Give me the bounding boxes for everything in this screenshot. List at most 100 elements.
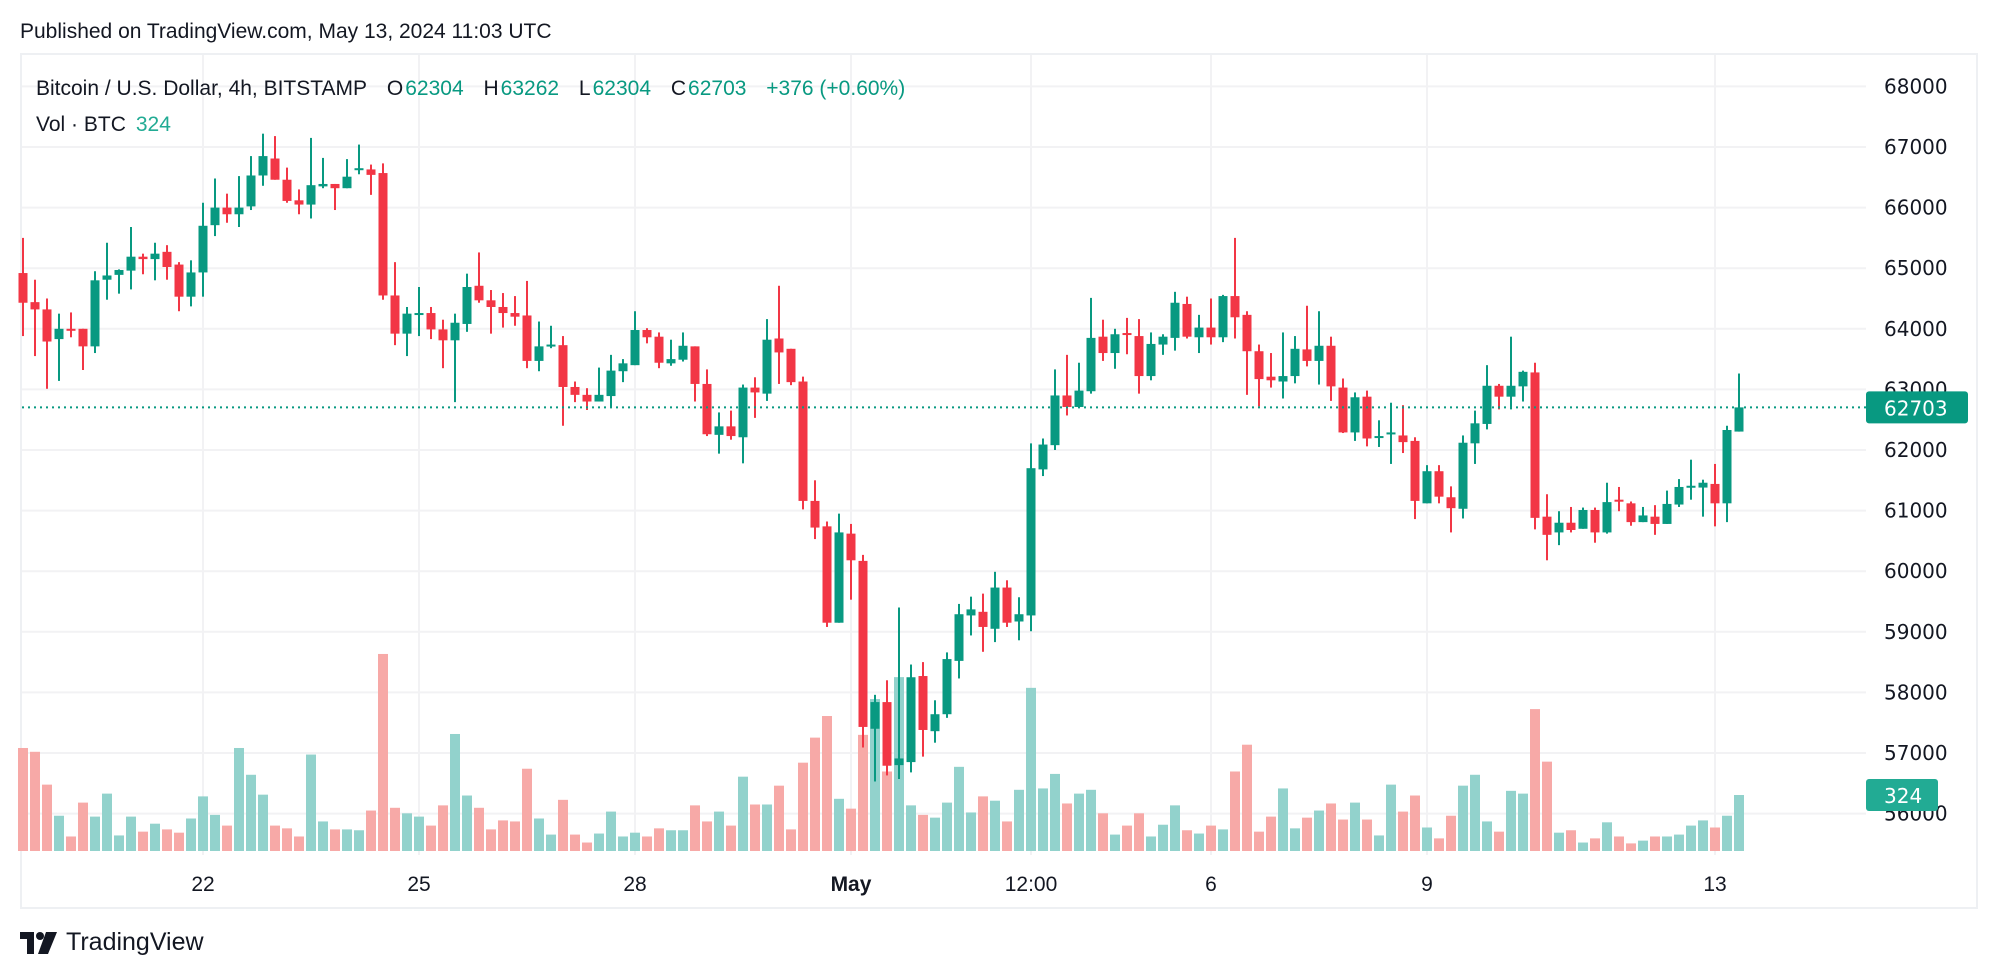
volume-bar: [1614, 836, 1624, 851]
volume-bar: [1266, 816, 1276, 851]
candle-body: [558, 345, 568, 387]
candle-body: [1110, 334, 1120, 354]
candle: [1182, 296, 1192, 339]
candle: [1662, 490, 1672, 524]
candle: [798, 376, 808, 510]
symbol-title[interactable]: Bitcoin / U.S. Dollar, 4h, BITSTAMP: [36, 77, 368, 100]
volume-bar: [594, 833, 604, 851]
volume-bar: [1314, 810, 1324, 851]
volume-bar: [882, 771, 892, 851]
candle-body: [894, 758, 904, 766]
candle: [102, 242, 112, 300]
volume-bar: [378, 653, 388, 851]
volume-bar: [1662, 836, 1672, 851]
candle: [342, 159, 352, 189]
candle-body: [870, 702, 880, 729]
candle-body: [1410, 440, 1420, 501]
price-tick-label: 66000: [1884, 196, 1948, 220]
candle-body: [126, 256, 136, 271]
candle-body: [1566, 522, 1576, 530]
candle: [150, 242, 160, 281]
candle-body: [1578, 509, 1588, 529]
candle-body: [1278, 376, 1288, 382]
candle: [1422, 465, 1432, 504]
volume-bar: [102, 793, 112, 851]
candle: [558, 336, 568, 426]
volume-bar: [426, 825, 436, 851]
candle-body: [1062, 395, 1072, 407]
candle: [1386, 402, 1396, 464]
volume-bar: [318, 821, 328, 851]
candle: [822, 521, 832, 627]
candle: [630, 311, 640, 366]
candle: [978, 593, 988, 652]
volume-bar: [1422, 827, 1432, 851]
candle-body: [270, 158, 280, 180]
candle-body: [114, 270, 124, 275]
volume-bar: [1698, 820, 1708, 851]
candle-body: [654, 336, 664, 363]
volume-bar: [66, 836, 76, 851]
candle-body: [726, 426, 736, 437]
candle: [354, 144, 364, 175]
candle: [294, 189, 304, 215]
candle: [1506, 336, 1516, 410]
candle-body: [498, 306, 508, 314]
candle: [1170, 291, 1180, 351]
volume-bar: [1530, 709, 1540, 851]
volume-label[interactable]: Vol · BTC: [36, 113, 126, 136]
last-price-label: 62703: [1884, 396, 1948, 420]
candle: [858, 554, 868, 748]
candle: [1050, 369, 1060, 450]
candle: [426, 306, 436, 340]
candle: [1242, 311, 1252, 395]
candle-body: [162, 251, 172, 267]
candle: [1470, 410, 1480, 464]
volume-bar: [18, 747, 28, 851]
candle: [918, 662, 928, 757]
candle-body: [942, 659, 952, 715]
candle-body: [534, 346, 544, 361]
candle-body: [1218, 296, 1228, 338]
volume-bar: [1338, 819, 1348, 851]
volume-bar: [738, 776, 748, 851]
candle: [882, 680, 892, 776]
volume-bar: [1002, 821, 1012, 851]
candle-body: [1254, 351, 1264, 380]
footer: TradingView: [20, 928, 204, 957]
volume-bar: [42, 784, 52, 851]
candle-body: [1026, 468, 1036, 616]
candle-body: [918, 676, 928, 730]
volume-bar: [834, 798, 844, 851]
candle: [1014, 597, 1024, 641]
volume-bar: [822, 716, 832, 851]
candle-body: [906, 677, 916, 763]
candle: [774, 285, 784, 384]
volume-bar: [1350, 802, 1360, 851]
volume-bar: [582, 842, 592, 851]
volume-bar: [438, 805, 448, 851]
time-tick-label: 25: [407, 873, 430, 896]
grid-lines: [22, 55, 1866, 855]
volume-bar: [1170, 805, 1180, 851]
candle-body: [1662, 503, 1672, 524]
candle: [678, 332, 688, 362]
candle: [750, 377, 760, 418]
candle: [414, 286, 424, 337]
time-tick-label: 9: [1421, 873, 1433, 896]
candle: [714, 412, 724, 454]
candle: [282, 167, 292, 203]
volume-bar: [1722, 815, 1732, 851]
volume-bar: [222, 825, 232, 851]
candle-body: [462, 286, 472, 324]
candle: [1674, 479, 1684, 507]
volume-bar: [1602, 822, 1612, 851]
last-price-label-bg: [1866, 391, 1968, 424]
candle-body: [42, 309, 52, 342]
time-axis: 22 25 28 May 12:00 6 9 13: [191, 873, 1726, 896]
candle: [1554, 511, 1564, 546]
tradingview-brand[interactable]: TradingView: [66, 928, 204, 956]
candle: [1350, 392, 1360, 441]
volume-bar: [1470, 774, 1480, 851]
